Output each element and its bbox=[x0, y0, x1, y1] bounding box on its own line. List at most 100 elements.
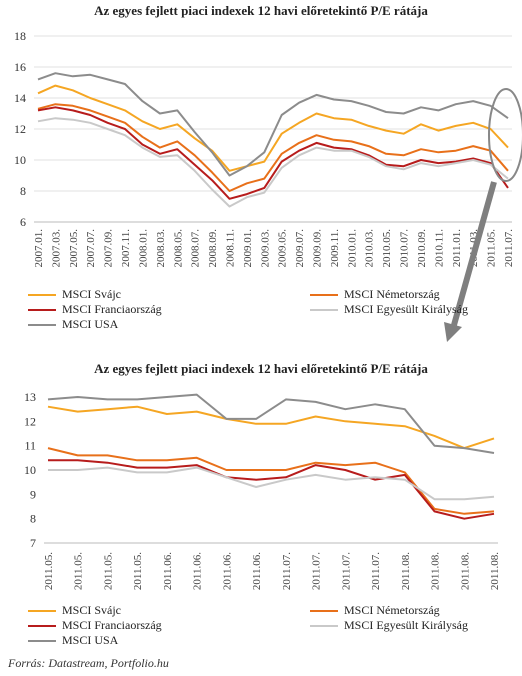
y-tick-label: 10 bbox=[24, 463, 36, 477]
x-tick-label: 2009.11. bbox=[329, 229, 341, 267]
legend-label: MSCI USA bbox=[62, 317, 119, 331]
x-tick-label: 2007.05. bbox=[68, 229, 80, 268]
x-tick-label: 2011.08. bbox=[489, 552, 501, 590]
y-tick-label: 14 bbox=[14, 91, 26, 105]
x-tick-label: 2010.07. bbox=[399, 229, 411, 268]
x-tick-label: 2011.07. bbox=[340, 552, 352, 590]
x-tick-label: 2009.09. bbox=[312, 229, 324, 268]
legend-swatch bbox=[28, 294, 56, 297]
x-tick-label: 2010.03. bbox=[364, 229, 376, 268]
x-tick-label: 2011.06. bbox=[192, 552, 204, 590]
legend-swatch bbox=[28, 324, 56, 327]
y-tick-label: 18 bbox=[14, 29, 26, 43]
series-line-1 bbox=[47, 447, 495, 515]
x-tick-label: 2010.09. bbox=[416, 229, 428, 268]
x-tick-label: 2010.01. bbox=[346, 229, 358, 268]
legend-label: MSCI Svájc bbox=[62, 287, 122, 301]
x-tick-label: 2011.08. bbox=[430, 552, 442, 590]
x-tick-label: 2010.11. bbox=[433, 229, 445, 267]
x-tick-label: 2011.05. bbox=[102, 552, 114, 590]
y-tick-label: 12 bbox=[24, 414, 36, 428]
x-tick-label: 2007.11. bbox=[120, 229, 132, 267]
legend-item: MSCI USA bbox=[28, 633, 118, 647]
x-tick-label: 2007.03. bbox=[50, 229, 62, 268]
x-tick-label: 2009.07. bbox=[294, 229, 306, 268]
x-tick-label: 2008.09. bbox=[207, 229, 219, 268]
legend-label: MSCI Franciaország bbox=[62, 302, 162, 316]
legend-swatch bbox=[28, 640, 56, 643]
legend-item: MSCI Franciaország bbox=[28, 618, 162, 632]
x-tick-label: 2011.08. bbox=[459, 552, 471, 590]
y-tick-label: 9 bbox=[30, 487, 36, 501]
x-tick-label: 2008.01. bbox=[137, 229, 149, 268]
y-tick-label: 11 bbox=[24, 439, 36, 453]
legend-item: MSCI Svájc bbox=[28, 287, 121, 301]
zoom-arrow-head bbox=[444, 322, 462, 342]
series-line-4 bbox=[37, 72, 509, 177]
legend-label: MSCI Németország bbox=[344, 603, 440, 617]
y-tick-label: 16 bbox=[14, 60, 26, 74]
y-tick-label: 8 bbox=[20, 184, 26, 198]
x-tick-label: 2007.09. bbox=[103, 229, 115, 268]
legend-label: MSCI Franciaország bbox=[62, 618, 162, 632]
x-tick-label: 2011.05. bbox=[43, 552, 55, 590]
series-line-3 bbox=[48, 466, 495, 501]
y-tick-label: 7 bbox=[30, 536, 36, 550]
x-tick-label: 2011.07. bbox=[503, 229, 515, 267]
y-tick-label: 10 bbox=[14, 153, 26, 167]
legend-label: MSCI Egyesült Királyság bbox=[344, 618, 468, 632]
legend-swatch bbox=[310, 294, 338, 297]
x-tick-label: 2011.07. bbox=[281, 552, 293, 590]
x-tick-label: 2008.03. bbox=[155, 229, 167, 268]
legend-swatch bbox=[310, 309, 338, 312]
x-tick-label: 2007.07. bbox=[85, 229, 97, 268]
x-tick-label: 2011.07. bbox=[311, 552, 323, 590]
series-line-0 bbox=[37, 84, 509, 172]
legend-swatch bbox=[28, 625, 56, 628]
series-line-0 bbox=[47, 405, 495, 450]
series-line-1 bbox=[37, 103, 509, 192]
legend-item: MSCI Egyesült Királyság bbox=[310, 302, 468, 316]
legend-item: MSCI Egyesült Királyság bbox=[310, 618, 468, 632]
x-tick-label: 2009.01. bbox=[242, 229, 254, 268]
x-tick-label: 2011.06. bbox=[162, 552, 174, 590]
y-tick-label: 13 bbox=[24, 390, 36, 404]
legend-item: MSCI Svájc bbox=[28, 603, 121, 617]
x-tick-label: 2008.11. bbox=[224, 229, 236, 267]
x-tick-label: 2011.06. bbox=[251, 552, 263, 590]
x-tick-label: 2011.05. bbox=[132, 552, 144, 590]
zoom-arrow-shaft bbox=[451, 181, 497, 326]
x-tick-label: 2011.05. bbox=[486, 229, 498, 267]
chart-title: Az egyes fejlett piaci indexek 12 havi e… bbox=[94, 3, 428, 18]
y-tick-label: 12 bbox=[14, 122, 26, 136]
x-tick-label: 2010.05. bbox=[381, 229, 393, 268]
legend-item: MSCI Franciaország bbox=[28, 302, 162, 316]
legend-swatch bbox=[310, 610, 338, 613]
legend-label: MSCI Egyesült Királyság bbox=[344, 302, 468, 316]
chart-title-zoomed: Az egyes fejlett piaci indexek 12 havi e… bbox=[94, 361, 428, 376]
highlight-ellipse bbox=[488, 88, 522, 182]
x-tick-label: 2011.05. bbox=[73, 552, 85, 590]
source-note: Forrás: Datastream, Portfolio.hu bbox=[8, 656, 169, 670]
series-line-2 bbox=[48, 459, 495, 520]
legend-swatch bbox=[310, 625, 338, 628]
legend-item: MSCI Németország bbox=[310, 603, 440, 617]
x-tick-label: 2009.03. bbox=[259, 229, 271, 268]
legend-label: MSCI Svájc bbox=[62, 603, 122, 617]
x-tick-label: 2011.06. bbox=[221, 552, 233, 590]
legend-swatch bbox=[28, 309, 56, 312]
x-tick-label: 2011.07. bbox=[370, 552, 382, 590]
series-line-2 bbox=[37, 106, 509, 200]
legend-swatch bbox=[28, 610, 56, 613]
x-tick-label: 2011.01. bbox=[451, 229, 463, 267]
legend-label: MSCI USA bbox=[62, 633, 119, 647]
y-tick-label: 8 bbox=[30, 512, 36, 526]
x-tick-label: 2007.01. bbox=[33, 229, 45, 268]
x-tick-label: 2008.07. bbox=[190, 229, 202, 268]
x-tick-label: 2009.05. bbox=[277, 229, 289, 268]
y-tick-label: 6 bbox=[20, 215, 26, 229]
series-line-3 bbox=[37, 117, 509, 208]
legend-item: MSCI Németország bbox=[310, 287, 440, 301]
